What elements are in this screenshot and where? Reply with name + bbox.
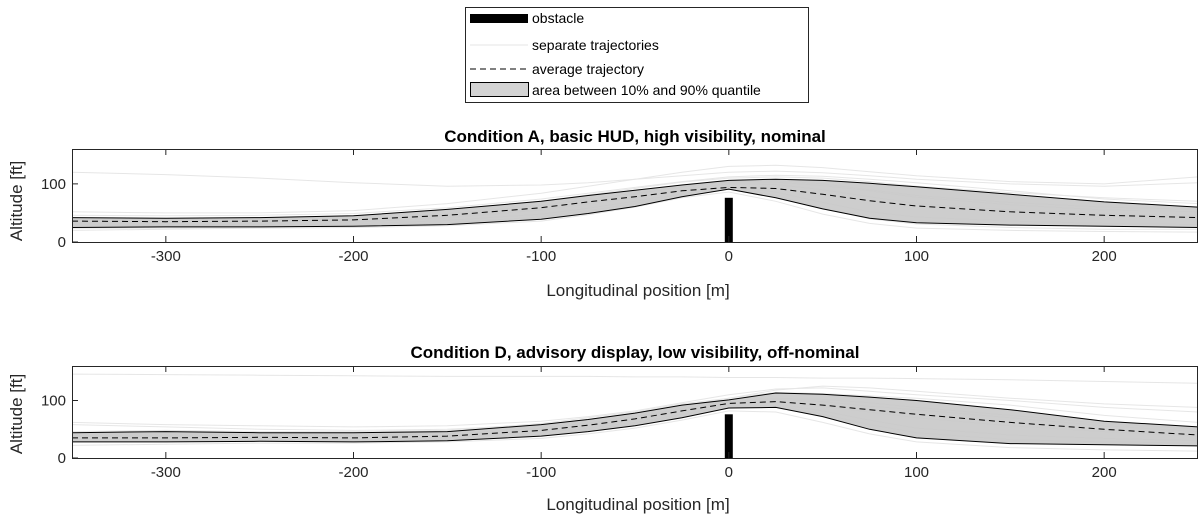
- obstacle: [724, 197, 733, 242]
- obstacle: [724, 414, 733, 458]
- quantile-band: [71, 178, 1198, 228]
- separate-trajectory-line: [71, 373, 1198, 384]
- x-tick-label: 200: [1092, 464, 1117, 481]
- axes: -300 -200 -100 0 100 200 0 100: [41, 366, 1198, 481]
- x-tick-label: -200: [338, 464, 368, 481]
- separate-trajectory-line: [71, 170, 1198, 187]
- chart-condition-d: Condition D, advisory display, low visib…: [7, 343, 1198, 514]
- legend-obstacle-swatch: [470, 14, 528, 23]
- quantile-band: [71, 392, 1198, 447]
- quantile-90-line: [71, 178, 1198, 219]
- y-tick-label: 100: [41, 176, 66, 193]
- chart-title: Condition D, advisory display, low visib…: [411, 343, 860, 362]
- quantile-90-line: [71, 392, 1198, 434]
- average-trajectory-line: [71, 186, 1198, 223]
- legend: obstacle separate trajectories average t…: [465, 7, 809, 103]
- x-axis-label: Longitudinal position [m]: [546, 495, 729, 514]
- legend-average-label: average trajectory: [532, 61, 644, 77]
- y-tick-label: 100: [41, 393, 66, 410]
- quantile-area: [72, 179, 1198, 228]
- axes: -300 -200 -100 0 100 200 0 100: [41, 149, 1198, 265]
- legend-area-label: area between 10% and 90% quantile: [532, 82, 761, 98]
- x-tick-label: 100: [904, 464, 929, 481]
- separate-trajectory-line: [71, 410, 1198, 452]
- y-axis-label: Altitude [ft]: [7, 374, 26, 454]
- x-tick-label: -100: [526, 248, 556, 265]
- chart-condition-a: Condition A, basic HUD, high visibility,…: [7, 127, 1198, 300]
- average-trajectory-line: [72, 401, 1198, 439]
- x-axis-label: Longitudinal position [m]: [546, 281, 729, 300]
- x-tick-label: 100: [904, 248, 929, 265]
- y-tick-label: 0: [58, 234, 66, 251]
- separate-trajectory-line: [71, 191, 1198, 233]
- x-tick-label: -200: [338, 248, 368, 265]
- x-tick-label: -300: [151, 248, 181, 265]
- x-tick-label: -300: [151, 464, 181, 481]
- legend-area-swatch: [470, 82, 529, 97]
- x-tick-label: 200: [1092, 248, 1117, 265]
- quantile-10-line: [71, 188, 1198, 228]
- quantile-area: [72, 393, 1198, 446]
- y-tick-label: 0: [58, 450, 66, 467]
- x-tick-label: -100: [526, 464, 556, 481]
- obstacle-bar: [724, 197, 733, 242]
- separate-trajectory-line: [71, 387, 1198, 428]
- y-axis-label: Altitude [ft]: [7, 161, 26, 241]
- legend-obstacle-label: obstacle: [532, 10, 584, 26]
- chart-title: Condition A, basic HUD, high visibility,…: [444, 127, 826, 146]
- separate-trajectory-line: [71, 164, 1198, 214]
- obstacle-bar: [724, 414, 733, 458]
- x-tick-label: 0: [725, 464, 733, 481]
- legend-separate-label: separate trajectories: [532, 37, 659, 53]
- separate-trajectory-line: [71, 391, 1198, 433]
- quantile-10-line: [72, 406, 1198, 447]
- x-tick-label: 0: [725, 248, 733, 265]
